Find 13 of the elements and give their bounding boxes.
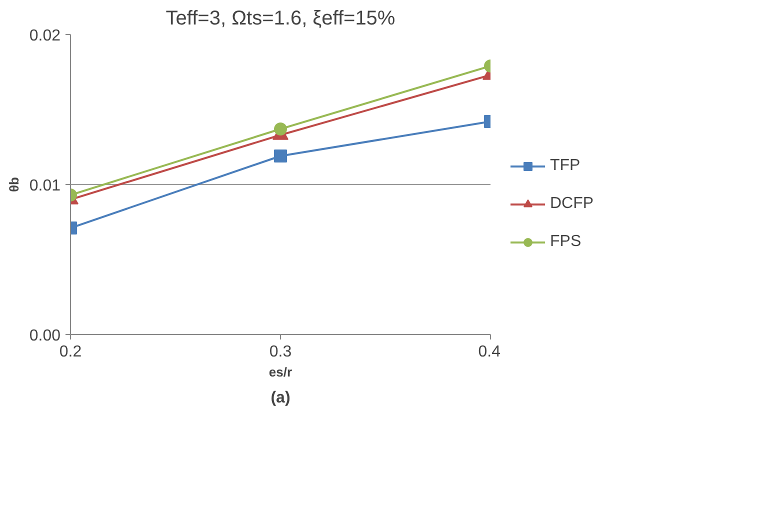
- legend-label: TFP: [550, 156, 580, 174]
- x-tick-label: 0.3: [269, 344, 292, 360]
- legend-label: DCFP: [550, 194, 594, 212]
- y-tick-label: 0.02: [29, 28, 61, 44]
- legend-label: FPS: [550, 232, 582, 250]
- y-axis-title: θb: [6, 176, 22, 192]
- x-tick-label: 0.4: [478, 344, 501, 360]
- chart-title: Teff=3, Ωts=1.6, ξeff=15%: [166, 8, 396, 30]
- y-tick-label: 0.01: [29, 178, 61, 194]
- text: (a): [270, 390, 290, 406]
- x-axis-title: es/r: [268, 364, 292, 380]
- y-tick-label: 0.00: [29, 328, 61, 344]
- x-tick-label: 0.2: [59, 344, 82, 360]
